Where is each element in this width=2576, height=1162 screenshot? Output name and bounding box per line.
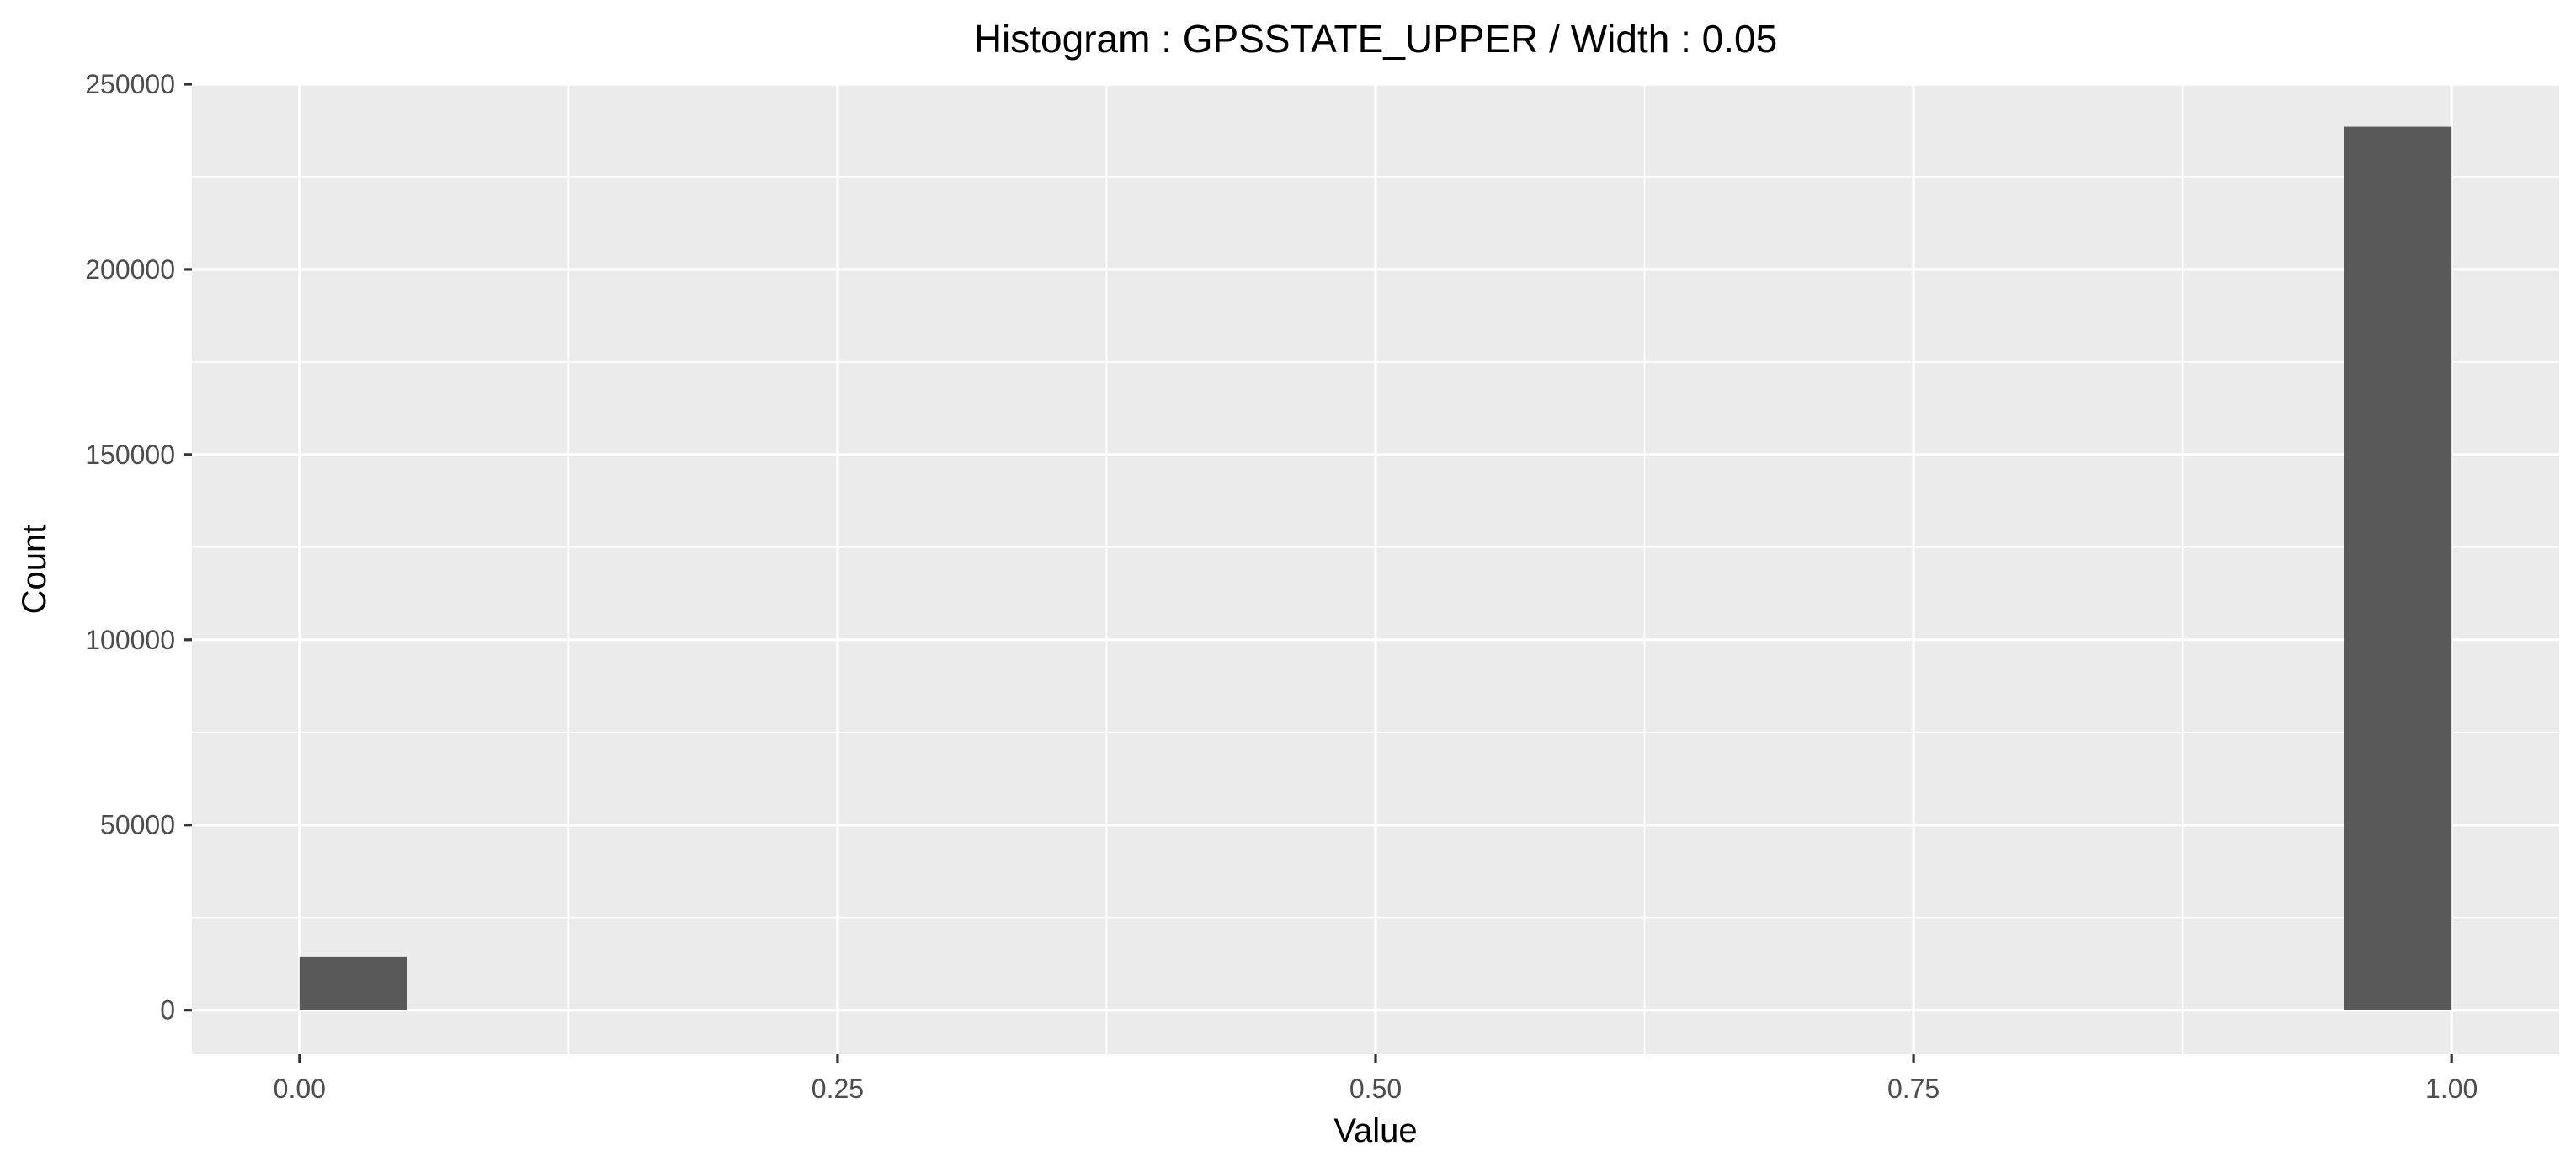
x-tick-label: 0.75 xyxy=(1887,1074,1940,1104)
y-tick-label: 50000 xyxy=(100,810,175,840)
y-tick-label: 100000 xyxy=(85,625,175,655)
y-tick-label: 250000 xyxy=(85,69,175,99)
x-tick-label: 0.00 xyxy=(274,1074,326,1104)
x-axis-label: Value xyxy=(1333,1112,1417,1149)
y-axis-label: Count xyxy=(16,525,53,615)
histogram-bar xyxy=(2344,126,2452,1010)
y-tick-label: 0 xyxy=(160,995,175,1026)
x-tick-label: 0.25 xyxy=(812,1074,864,1104)
x-tick-label: 0.50 xyxy=(1349,1074,1402,1104)
axis-ticks: 0 50000 100000 150000 200000 250000 0.00 0.25 0.… xyxy=(85,69,2478,1104)
histogram-bar xyxy=(299,956,407,1010)
bars xyxy=(299,126,2452,1010)
y-tick-label: 200000 xyxy=(85,254,175,285)
gridlines xyxy=(192,83,2559,1054)
chart-title: Histogram : GPSSTATE_UPPER / Width : 0.0… xyxy=(974,17,1777,61)
x-tick-label: 1.00 xyxy=(2425,1074,2478,1104)
y-tick-label: 150000 xyxy=(85,440,175,470)
